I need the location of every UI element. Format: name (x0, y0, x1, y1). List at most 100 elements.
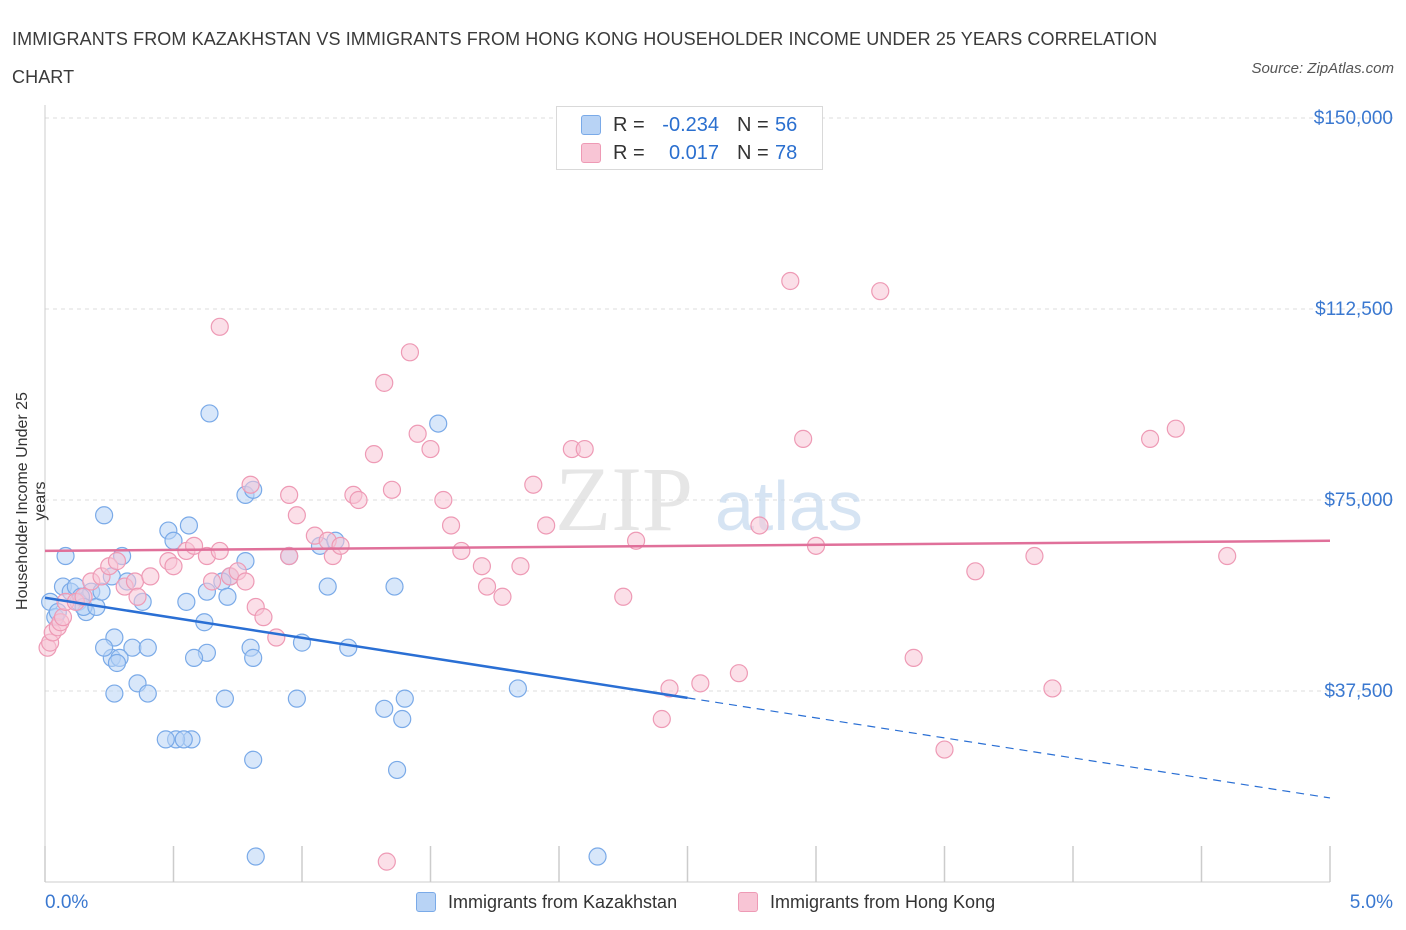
data-point-hongkong (202, 572, 222, 591)
tick-labels: $37,500 $75,000 $112,500 $150,000 0.0% 5.0% (45, 108, 1393, 913)
data-point-kazakhstan (318, 577, 337, 596)
data-point-kazakhstan (105, 684, 124, 703)
y-tick-label: $75,000 (1324, 490, 1393, 511)
data-point-kazakhstan (429, 414, 448, 433)
data-point-hongkong (331, 536, 350, 555)
data-point-kazakhstan (287, 689, 306, 708)
data-point-hongkong (125, 572, 145, 591)
data-point-hongkong (408, 424, 427, 443)
data-point-hongkong (280, 485, 299, 505)
data-point-hongkong (210, 317, 229, 336)
data-point-kazakhstan (339, 638, 358, 657)
bottom-legend-label-hongkong: Immigrants from Hong Kong (770, 891, 996, 912)
data-point-kazakhstan (395, 689, 414, 708)
data-point-kazakhstan (215, 689, 234, 708)
data-point-hongkong (794, 429, 813, 448)
data-point-kazakhstan (218, 587, 237, 606)
data-point-hongkong (364, 445, 384, 464)
data-point-kazakhstan (588, 847, 607, 866)
data-point-hongkong (287, 506, 306, 525)
series-hongkong-points (38, 271, 1237, 871)
data-point-hongkong (537, 516, 556, 535)
legend-row-hongkong: R = 0.017 N = 78 (581, 141, 797, 165)
data-point-hongkong (441, 516, 461, 535)
data-point-hongkong (575, 439, 594, 459)
data-point-kazakhstan (244, 648, 263, 667)
data-point-hongkong (434, 490, 453, 510)
data-point-kazakhstan (107, 653, 127, 673)
trend-line-kazakhstan (44, 596, 688, 700)
data-point-hongkong (871, 282, 890, 301)
data-point-kazakhstan (95, 506, 114, 525)
series-kazakhstan-points (41, 404, 607, 866)
y-tick-label: $112,500 (1315, 299, 1393, 320)
data-point-hongkong (493, 587, 512, 606)
bottom-legend-kazakhstan: Immigrants from Kazakhstan (416, 888, 677, 916)
data-point-kazakhstan (95, 638, 114, 657)
data-point-hongkong (349, 490, 368, 510)
legend-r-label: R = (613, 113, 645, 136)
data-point-hongkong (614, 587, 633, 606)
data-point-kazakhstan (179, 516, 199, 535)
data-point-hongkong (141, 567, 160, 586)
data-point-hongkong (280, 546, 299, 566)
data-point-hongkong (511, 557, 530, 576)
legend-r-label: R = (613, 141, 645, 164)
data-point-kazakhstan (244, 750, 263, 769)
watermark-atlas: atlas (715, 467, 863, 545)
data-point-hongkong (729, 664, 749, 683)
data-point-hongkong (254, 608, 273, 627)
bottom-legend-label-kazakhstan: Immigrants from Kazakhstan (448, 891, 678, 912)
data-point-hongkong (267, 628, 286, 647)
legend-row-kazakhstan: R = -0.234 N = 56 (581, 113, 797, 137)
legend-n-value: 56 (775, 113, 798, 136)
data-point-hongkong (53, 608, 73, 627)
bottom-legend-swatch-pink (738, 892, 758, 912)
data-point-kazakhstan (385, 577, 404, 596)
data-point-kazakhstan (375, 699, 394, 718)
axes (44, 105, 1331, 883)
data-point-hongkong (241, 475, 260, 494)
data-point-kazakhstan (393, 709, 412, 729)
data-point-hongkong (375, 373, 394, 392)
legend-n-label: N = (737, 141, 769, 164)
data-point-kazakhstan (184, 648, 204, 667)
data-point-hongkong (904, 648, 923, 667)
x-tick-label-max: 5.0% (1350, 892, 1393, 913)
data-point-hongkong (935, 740, 954, 759)
data-point-hongkong (74, 587, 93, 606)
bottom-legend-swatch-blue (416, 892, 436, 912)
data-point-hongkong (477, 577, 497, 596)
watermark-zip: ZIP (555, 448, 693, 550)
data-point-kazakhstan (156, 730, 175, 749)
legend-r-value: -0.234 (662, 113, 719, 136)
data-point-hongkong (107, 552, 127, 571)
data-point-hongkong (1043, 679, 1062, 698)
legend-swatch-pink (581, 143, 601, 163)
y-tick-label: $37,500 (1324, 681, 1393, 702)
chart-title: IMMIGRANTS FROM KAZAKHSTAN VS IMMIGRANTS… (12, 29, 1158, 87)
correlation-legend: R = -0.234 N = 56 R = 0.017 N = 78 (556, 106, 823, 170)
data-point-hongkong (377, 852, 396, 871)
data-point-hongkong (1140, 429, 1160, 448)
y-tick-label: $150,000 (1314, 108, 1393, 129)
data-point-hongkong (1218, 546, 1237, 566)
data-point-hongkong (1025, 546, 1044, 566)
data-point-hongkong (524, 475, 543, 494)
data-point-hongkong (421, 439, 440, 459)
data-point-kazakhstan (177, 592, 196, 611)
data-point-kazakhstan (508, 679, 527, 698)
data-point-hongkong (652, 709, 671, 729)
data-point-hongkong (1166, 419, 1185, 438)
data-point-hongkong (660, 679, 679, 698)
data-point-kazakhstan (174, 730, 193, 749)
data-point-hongkong (966, 562, 985, 581)
data-point-hongkong (236, 572, 255, 591)
data-point-kazakhstan (138, 684, 157, 703)
y-axis-label: Householder Income Under 25 years (14, 392, 49, 610)
data-point-hongkong (128, 587, 147, 606)
trend-line-kazakhstan-projection (687, 697, 1331, 799)
legend-n-value: 78 (775, 141, 798, 164)
legend-swatch-blue (581, 115, 601, 135)
data-point-hongkong (472, 557, 491, 576)
